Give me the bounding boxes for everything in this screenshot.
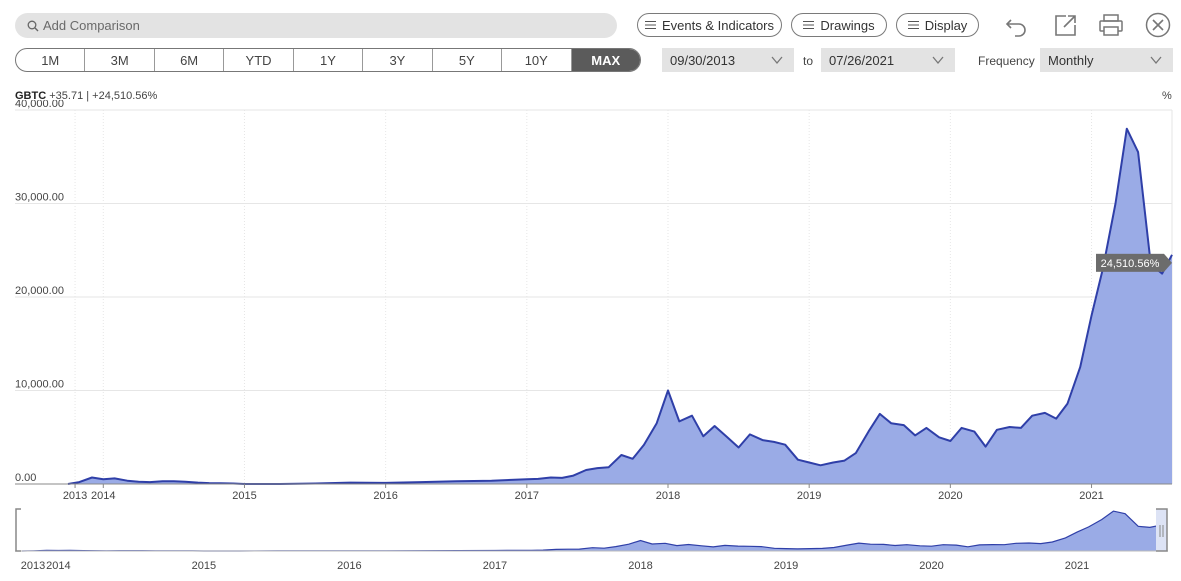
ticker-symbol: GBTC xyxy=(15,90,47,102)
y-tick-label: 0.00 xyxy=(15,472,36,484)
navigator-chart[interactable]: 2013 2014 2015 2016 2017 2018 2019 2020 2021 xyxy=(0,505,1181,579)
chevron-down-icon xyxy=(1150,56,1162,65)
percent-unit-label: % xyxy=(1162,90,1172,102)
main-chart[interactable]: 0.00 10,000.00 20,000.00 30,000.00 40,000.00… xyxy=(0,100,1181,500)
navigator-year-label: 2017 xyxy=(483,560,507,572)
ticker-change: +35.71 xyxy=(49,90,84,102)
x-tick-label: 2013 xyxy=(63,490,87,500)
x-tick-label: 2014 xyxy=(91,490,115,500)
frequency-label: Frequency xyxy=(978,54,1035,68)
close-icon[interactable] xyxy=(1144,11,1172,39)
navigator-year-label: 2016 xyxy=(337,560,361,572)
date-range-to-label: to xyxy=(803,54,814,68)
series-area xyxy=(68,128,1172,484)
search-icon xyxy=(27,20,39,31)
y-tick-label: 10,000.00 xyxy=(15,379,64,391)
frequency-value: Monthly xyxy=(1048,52,1094,68)
x-tick-label: 2015 xyxy=(232,490,256,500)
navigator-left-handle xyxy=(15,508,21,552)
x-tick-label: 2018 xyxy=(656,490,680,500)
range-selector: 1M 3M 6M YTD 1Y 3Y 5Y 10Y MAX xyxy=(15,48,641,72)
navigator-year-label: 2018 xyxy=(628,560,652,572)
x-tick-label: 2016 xyxy=(373,490,397,500)
navigator-year-label: 2015 xyxy=(192,560,216,572)
range-5y-button[interactable]: 5Y xyxy=(433,49,503,71)
add-comparison-input[interactable] xyxy=(39,17,605,34)
x-tick-label: 2021 xyxy=(1079,490,1103,500)
ticker-summary: GBTC +35.71 | +24,510.56% xyxy=(15,90,157,102)
y-tick-label: 30,000.00 xyxy=(15,192,64,204)
y-tick-label: 20,000.00 xyxy=(15,285,64,297)
range-3y-button[interactable]: 3Y xyxy=(363,49,433,71)
menu-lines-icon xyxy=(645,21,656,29)
y-tick-label: 40,000.00 xyxy=(15,100,64,110)
last-value-label: 24,510.56% xyxy=(1101,258,1160,270)
events-indicators-label: Events & Indicators xyxy=(662,17,774,33)
add-comparison-search[interactable] xyxy=(15,13,617,38)
navigator-year-label: 2019 xyxy=(774,560,798,572)
drawings-label: Drawings xyxy=(820,17,875,33)
range-1y-button[interactable]: 1Y xyxy=(294,49,364,71)
events-indicators-button[interactable]: Events & Indicators xyxy=(637,13,782,37)
last-value-badge: 24,510.56% xyxy=(1096,253,1172,272)
frequency-select[interactable]: Monthly xyxy=(1040,48,1173,72)
ticker-separator: | xyxy=(86,90,90,102)
drawings-button[interactable]: Drawings xyxy=(791,13,887,37)
start-date-value: 09/30/2013 xyxy=(670,52,736,68)
x-tick-label: 2019 xyxy=(797,490,821,500)
navigator-year-label: 2021 xyxy=(1065,560,1089,572)
chevron-down-icon xyxy=(771,56,783,65)
range-1m-button[interactable]: 1M xyxy=(16,49,86,71)
x-tick-label: 2020 xyxy=(938,490,962,500)
x-tick-label: 2017 xyxy=(515,490,539,500)
navigator-year-label: 2013 xyxy=(21,560,45,572)
display-label: Display xyxy=(924,17,968,33)
share-icon[interactable] xyxy=(1052,11,1080,39)
range-3m-button[interactable]: 3M xyxy=(85,49,155,71)
end-date-select[interactable]: 07/26/2021 xyxy=(821,48,955,72)
navigator-right-handle xyxy=(1156,508,1168,552)
range-10y-button[interactable]: 10Y xyxy=(502,49,572,71)
ticker-pct-change: +24,510.56% xyxy=(92,90,158,102)
print-icon[interactable] xyxy=(1097,11,1125,39)
navigator-year-label: 2014 xyxy=(46,560,70,572)
series-line xyxy=(67,127,1173,485)
navigator-year-label: 2020 xyxy=(919,560,943,572)
menu-lines-icon xyxy=(907,21,919,29)
last-value-badge-bg xyxy=(1096,253,1164,272)
range-6m-button[interactable]: 6M xyxy=(155,49,225,71)
navigator-area xyxy=(22,511,1160,551)
last-value-badge-arrow xyxy=(1164,253,1172,272)
navigator-line xyxy=(21,510,1161,552)
start-date-select[interactable]: 09/30/2013 xyxy=(662,48,794,72)
chevron-down-icon xyxy=(932,56,944,65)
display-button[interactable]: Display xyxy=(896,13,979,37)
undo-icon[interactable] xyxy=(1003,11,1031,39)
end-date-value: 07/26/2021 xyxy=(829,52,895,68)
menu-lines-icon xyxy=(803,21,815,29)
range-ytd-button[interactable]: YTD xyxy=(224,49,294,71)
range-max-button[interactable]: MAX xyxy=(571,49,640,71)
